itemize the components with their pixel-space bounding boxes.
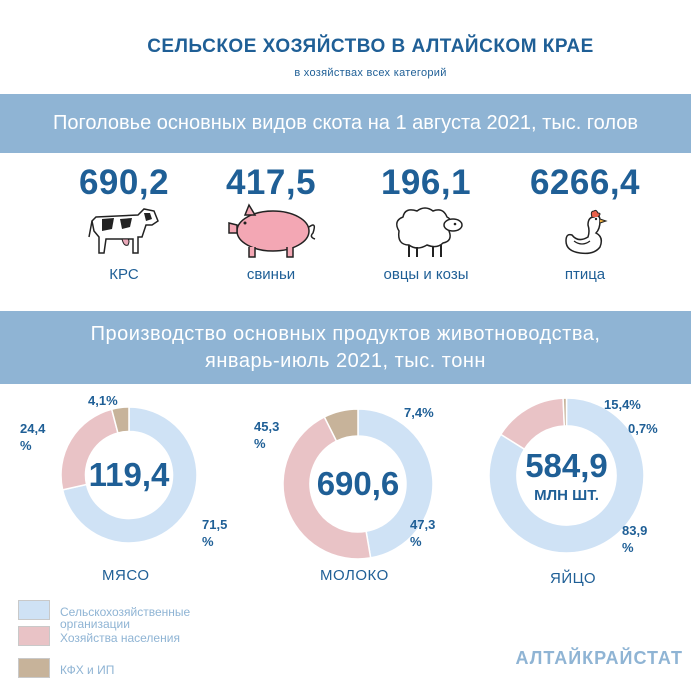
eggs-center-unit: МЛН ШТ.: [534, 487, 599, 504]
яйцо-slice-agri-orgs: [488, 397, 645, 554]
milk-donut-svg: [282, 408, 434, 560]
milk-center-value: 690,6: [316, 465, 400, 502]
stat-sheep: 196,1 овцы и козы: [360, 163, 492, 293]
legend-item-households: Хозяйства населения: [18, 626, 240, 646]
legend-label-agri-orgs: Сельскохозяйственные организации: [60, 605, 191, 631]
legend-swatch-households: [18, 626, 50, 646]
milk-agri-pct: 47,3 %: [410, 517, 436, 549]
meat-label: МЯСО: [102, 567, 150, 584]
pig-icon: [228, 203, 316, 258]
meat-farms-pct: 4,1%: [88, 393, 118, 408]
meat-households-pct: 24,4 %: [20, 421, 46, 453]
legend-swatch-farms: [18, 658, 50, 678]
eggs-farms-pct: 0,7%: [628, 421, 658, 436]
page-subtitle: в хозяйствах всех категорий: [294, 67, 447, 79]
production-header-line2: январь-июль 2021, тыс. тонн: [205, 350, 486, 372]
legend-label-households: Хозяйства населения: [60, 631, 180, 645]
stat-sheep-label: овцы и козы: [383, 266, 469, 283]
meat-donut-svg: [60, 406, 198, 544]
legend-item-agri-orgs: Сельскохозяйственные организации: [18, 600, 240, 630]
stat-pigs-label: свиньи: [246, 266, 296, 283]
stat-poultry: 6266,4 птица: [510, 163, 660, 293]
production-header: Производство основных продуктов животнов…: [0, 311, 691, 384]
livestock-header: Поголовье основных видов скота на 1 авгу…: [0, 94, 691, 153]
hen-icon: [565, 209, 608, 255]
молоко-slice-agri-orgs: [357, 408, 434, 559]
stat-cattle: 690,2 КРС: [58, 163, 190, 293]
eggs-households-pct: 15,4%: [604, 397, 641, 412]
stat-poultry-value: 6266,4: [529, 163, 641, 202]
legend-item-farms: КФХ и ИП: [18, 658, 240, 678]
яйцо-slice-farms: [562, 397, 568, 427]
eggs-donut-svg: [488, 397, 645, 554]
молоко-slice-households: [282, 415, 372, 560]
milk-center: 690,6: [282, 408, 434, 560]
eggs-agri-pct: 83,9 %: [622, 523, 648, 555]
stat-cattle-label: КРС: [109, 266, 139, 283]
legend-label-farms: КФХ и ИП: [60, 663, 115, 677]
meat-center-value: 119,4: [88, 456, 170, 493]
meat-agri-pct: 71,5 %: [202, 517, 228, 549]
мясо-slice-farms: [110, 406, 130, 434]
молоко-slice-farms: [323, 408, 359, 443]
meat-donut-chart: 119,4: [60, 406, 198, 544]
sheep-icon: [396, 207, 463, 257]
production-header-line1: Производство основных продуктов животнов…: [90, 323, 601, 345]
stat-sheep-value: 196,1: [380, 163, 472, 202]
meat-center: 119,4: [60, 406, 198, 544]
eggs-label: ЯЙЦО: [550, 570, 597, 587]
milk-farms-pct: 7,4%: [404, 405, 434, 420]
milk-label: МОЛОКО: [320, 567, 389, 584]
stat-cattle-value: 690,2: [78, 163, 170, 202]
brand-logo-text: АЛТАЙКРАЙСТАТ: [515, 648, 683, 668]
stat-pigs: 417,5 свиньи: [205, 163, 337, 293]
legend-swatch-agri-orgs: [18, 600, 50, 620]
milk-donut-chart: 690,6: [282, 408, 434, 560]
cow-icon: [88, 208, 159, 254]
eggs-center: 584,9 МЛН ШТ.: [488, 397, 645, 554]
stat-poultry-label: птица: [564, 266, 606, 283]
eggs-center-value: 584,9: [525, 447, 608, 484]
page-title: СЕЛЬСКОЕ ХОЗЯЙСТВО В АЛТАЙСКОМ КРАЕ: [147, 36, 594, 57]
milk-households-pct: 45,3 %: [254, 419, 280, 451]
мясо-slice-agri-orgs: [61, 406, 198, 544]
stat-pigs-value: 417,5: [225, 163, 317, 202]
eggs-donut-chart: 584,9 МЛН ШТ.: [488, 397, 645, 554]
